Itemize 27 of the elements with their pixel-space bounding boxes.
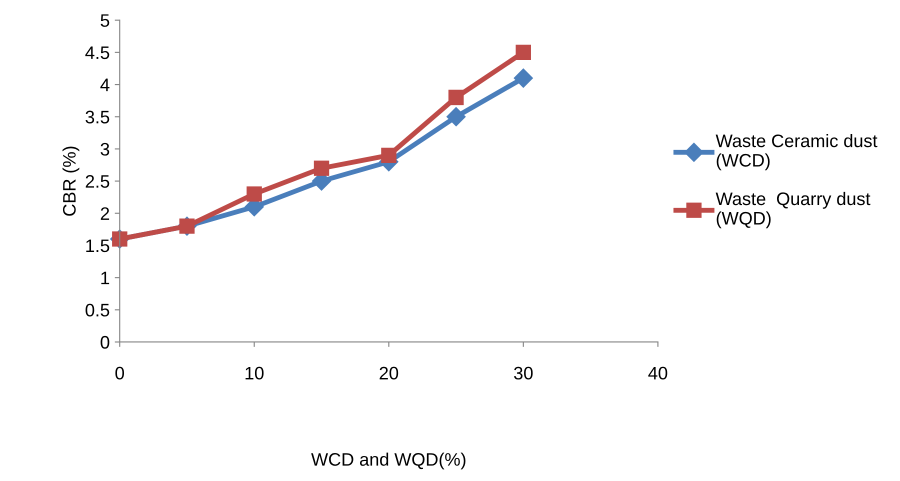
y-tick-label: 1.5 [86, 240, 110, 252]
legend-label: Waste Quarry dust (WQD) [716, 192, 870, 228]
x-axis-title: WCD and WQD(%) [311, 452, 466, 470]
point [446, 107, 466, 126]
y-axis-title: CBR (%) [62, 146, 80, 216]
y-tick-label: 2.5 [86, 175, 110, 188]
x-tick-label: 10 [246, 366, 264, 380]
point [448, 90, 464, 106]
y-tick-label: 2 [100, 207, 110, 220]
point [516, 44, 531, 60]
y-tick-label: 1 [101, 272, 110, 284]
x-tick-label: 40 [648, 366, 668, 380]
point [314, 160, 330, 176]
y-tick-label: 5 [100, 14, 110, 27]
point [381, 148, 396, 163]
point [246, 186, 262, 202]
point [514, 68, 533, 88]
x-tick-label: 0 [115, 366, 124, 380]
y-tick-label: 3 [100, 142, 110, 156]
y-tick-label: 0.5 [86, 304, 110, 317]
x-tick-label: 20 [380, 366, 398, 380]
y-tick-label: 4.5 [85, 46, 110, 60]
x-tick-label: 30 [514, 366, 533, 380]
y-tick-label: 0 [100, 336, 110, 349]
y-tick-label: 4 [100, 78, 110, 92]
y-tick-label: 3.5 [86, 110, 110, 124]
legend-label: Waste Ceramic dust (WCD) [716, 134, 878, 170]
